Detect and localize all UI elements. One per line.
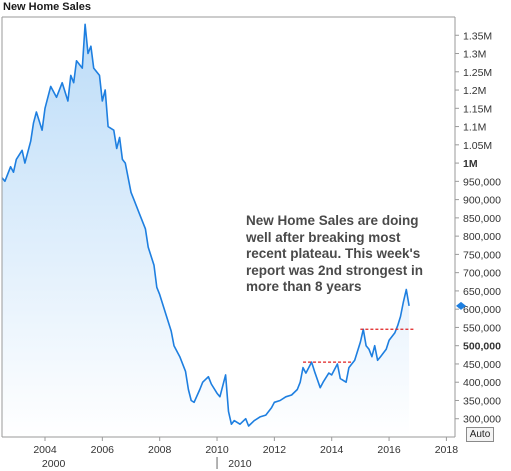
x-tick-label: 2006 xyxy=(91,444,115,456)
last-value-marker xyxy=(456,301,466,310)
annotation-line-1: New Home Sales are doing xyxy=(246,213,419,228)
y-tick-label: 1.35M xyxy=(463,30,492,42)
y-tick-label: 400,000 xyxy=(463,377,501,389)
annotation-line-4: report was 2nd strongest in xyxy=(246,262,424,278)
y-tick-label: 500,000 xyxy=(463,341,501,353)
x-tick-label: 2018 xyxy=(435,444,459,456)
y-tick-label: 900,000 xyxy=(463,195,501,207)
annotation-line-2: well after breaking most xyxy=(246,229,401,245)
x-major-label: 2010 xyxy=(228,458,252,470)
y-tick-label: 1.3M xyxy=(463,49,486,61)
y-tick-label: 350,000 xyxy=(463,395,501,407)
x-tick-label: 2012 xyxy=(263,444,287,456)
annotation-line-3: recent plateau. This week's xyxy=(246,246,421,261)
annotation-text: New Home Sales are doing well after brea… xyxy=(246,213,446,296)
x-tick-label: 2004 xyxy=(33,444,57,456)
series-line xyxy=(1,23,410,427)
y-tick-label: 1M xyxy=(463,158,478,170)
y-tick-label: 1.2M xyxy=(463,85,486,97)
x-major-label: 2000 xyxy=(42,458,66,470)
y-tick-label: 300,000 xyxy=(463,414,501,426)
y-tick-label: 600,000 xyxy=(463,304,501,316)
y-tick-label: 800,000 xyxy=(463,231,501,243)
y-tick-label: 1.25M xyxy=(463,67,492,79)
x-tick-label: 2014 xyxy=(320,444,344,456)
y-tick-label: 550,000 xyxy=(463,322,501,334)
chart-title: New Home Sales xyxy=(3,1,92,13)
series-area-fill xyxy=(2,24,410,438)
y-tick-label: 700,000 xyxy=(463,268,501,280)
x-tick-label: 2010 xyxy=(205,444,229,456)
y-tick-label: 950,000 xyxy=(463,176,501,188)
x-tick-label: 2008 xyxy=(148,444,172,456)
annotation-line-5: more than 8 years xyxy=(246,279,362,294)
axis-layer: 1.35M 1.3M 1.25M 1.2M 1.15M 1.1M 1.05M 1M 950,00… xyxy=(1,16,501,470)
y-tick-label: 450,000 xyxy=(463,359,501,371)
auto-scale-button[interactable]: Auto xyxy=(466,427,494,442)
y-tick-label: 850,000 xyxy=(463,213,501,225)
y-tick-label: 650,000 xyxy=(463,286,501,298)
y-tick-label: 750,000 xyxy=(463,249,501,261)
x-tick-label: 2016 xyxy=(377,444,401,456)
y-tick-label: 1.15M xyxy=(463,103,492,115)
title-bar: New Home Sales xyxy=(0,0,511,17)
plateau-layer xyxy=(303,328,414,363)
y-tick-label: 1.05M xyxy=(463,140,492,152)
area-layer xyxy=(1,23,410,438)
y-tick-label: 1.1M xyxy=(463,122,486,134)
